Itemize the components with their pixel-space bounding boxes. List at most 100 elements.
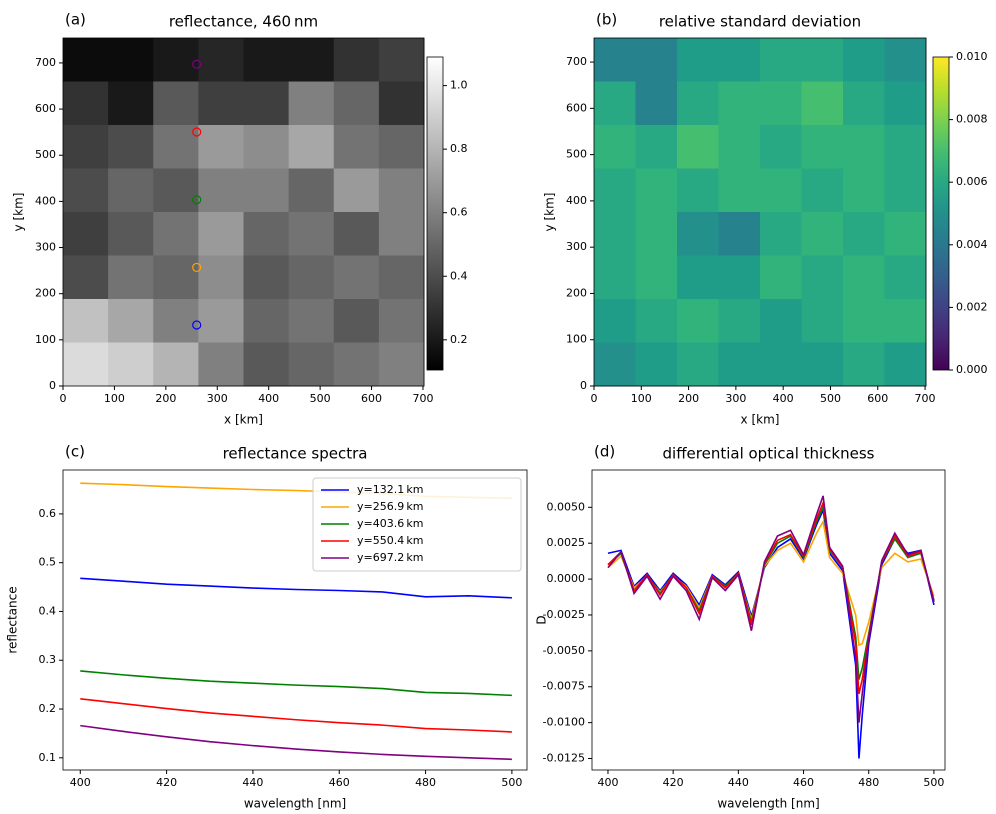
legend-box <box>312 477 522 572</box>
x-tick-label: 460 <box>793 776 814 789</box>
heatmap-cell <box>288 255 335 300</box>
y-tick-label: 0.0000 <box>547 572 586 585</box>
x-tick-label: 400 <box>70 776 91 789</box>
heatmap-cell <box>884 212 927 256</box>
heatmap-cell <box>288 299 335 343</box>
heatmap-cell <box>108 212 154 256</box>
y-axis-label: y [km] <box>543 193 557 232</box>
heatmap-cell <box>677 125 719 169</box>
x-tick-label: 700 <box>412 392 433 405</box>
heatmap-cell <box>677 38 719 82</box>
heatmap-cell <box>594 81 636 126</box>
x-tick-label: 600 <box>361 392 382 405</box>
panel-label: (b) <box>596 11 617 29</box>
series-line <box>607 499 935 695</box>
heatmap-cell <box>635 342 678 387</box>
x-tick-label: 440 <box>242 776 263 789</box>
series-line <box>607 519 935 647</box>
heatmap-cell <box>884 81 927 126</box>
colorbar-tick-label: 0.006 <box>956 175 988 188</box>
heatmap-cell <box>288 81 335 126</box>
y-tick-label: 700 <box>566 55 587 68</box>
legend-label: y=256.9 km <box>357 500 424 513</box>
x-tick-label: 460 <box>329 776 350 789</box>
panel: (a) reflectance, 460 nm x [km] y [km] 0.2 0.4… <box>12 11 468 427</box>
y-tick-label: 0.6 <box>39 507 57 520</box>
heatmap-cell <box>635 81 678 126</box>
location-marker <box>192 195 202 205</box>
heatmap-cell <box>153 38 199 82</box>
heatmap-cell <box>594 299 636 343</box>
x-tick-label: 500 <box>820 392 841 405</box>
heatmap-cell <box>635 299 678 343</box>
legend-label: y=550.4 km <box>357 534 424 547</box>
heatmap-cell <box>718 255 761 300</box>
heatmap-cell <box>63 342 109 387</box>
heatmap-cell <box>288 38 335 82</box>
colorbar-tick-label: 0.004 <box>956 238 988 251</box>
axes-frame <box>62 469 528 771</box>
heatmap-cell <box>63 255 109 300</box>
heatmap-cell <box>718 125 761 169</box>
y-tick-label: 100 <box>35 333 56 346</box>
x-tick-label: 600 <box>867 392 888 405</box>
heatmap-cell <box>108 81 154 126</box>
heatmap-cell <box>635 168 678 213</box>
heatmap-cell <box>760 212 802 256</box>
colorbar-tick-label: 0.6 <box>450 206 468 219</box>
y-tick-label: 400 <box>35 194 56 207</box>
series-line <box>80 724 512 761</box>
x-tick-label: 480 <box>858 776 879 789</box>
heatmap-cell <box>63 212 109 256</box>
heatmap-cell <box>198 38 244 82</box>
x-tick-label: 200 <box>678 392 699 405</box>
heatmap-cell <box>718 81 761 126</box>
colorbar-tick-label: 0.002 <box>956 300 988 313</box>
heatmap-cell <box>760 342 802 387</box>
y-tick-label: -0.0100 <box>543 716 585 729</box>
y-tick-label: -0.0025 <box>543 608 585 621</box>
y-tick-label: -0.0125 <box>543 752 585 765</box>
heatmap-cell <box>801 342 844 387</box>
y-tick-label: 0.1 <box>39 751 57 764</box>
heatmap-cell <box>153 81 199 126</box>
colorbar <box>426 56 444 371</box>
heatmap-cell <box>594 38 636 82</box>
heatmap-cell <box>760 81 802 126</box>
legend-label: y=403.6 km <box>357 517 424 530</box>
heatmap-cell <box>635 125 678 169</box>
heatmap-cell <box>333 299 380 343</box>
legend-label: y=697.2 km <box>357 551 424 564</box>
heatmap-cell <box>760 38 802 82</box>
location-marker <box>192 127 202 137</box>
heatmap-cell <box>153 255 199 300</box>
legend-label: y=132.1 km <box>357 483 424 496</box>
heatmap-cell <box>594 342 636 387</box>
heatmap-cell <box>198 212 244 256</box>
y-tick-label: 0 <box>49 379 56 392</box>
heatmap-cell <box>243 81 290 126</box>
x-tick-label: 400 <box>597 776 618 789</box>
heatmap-cell <box>198 125 244 169</box>
axes-frame <box>593 37 927 387</box>
heatmap-cell <box>63 81 109 126</box>
heatmap-cell <box>288 125 335 169</box>
heatmap-cell <box>108 125 154 169</box>
heatmap-cell <box>378 299 425 343</box>
heatmap-cell <box>333 38 380 82</box>
x-tick-label: 700 <box>915 392 936 405</box>
heatmap-cell <box>378 168 425 213</box>
heatmap-cell <box>718 299 761 343</box>
x-tick-label: 480 <box>415 776 436 789</box>
heatmap-cell <box>198 81 244 126</box>
heatmap-cell <box>718 342 761 387</box>
x-tick-label: 200 <box>155 392 176 405</box>
heatmap-cell <box>153 125 199 169</box>
series-line <box>607 495 935 723</box>
colorbar-tick-label: 0.008 <box>956 113 988 126</box>
x-axis-label: wavelength [nm] <box>717 797 819 811</box>
panel: (b) relative standard deviation x [km] y [k… <box>543 11 988 427</box>
heatmap-cell <box>63 168 109 213</box>
heatmap-cell <box>378 38 425 82</box>
series-line <box>80 670 512 697</box>
